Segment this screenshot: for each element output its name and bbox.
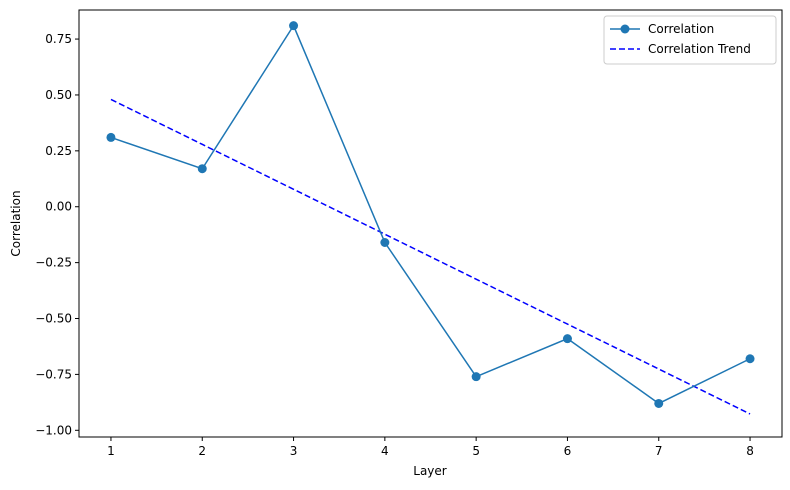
plot-area bbox=[79, 10, 782, 437]
x-tick-label: 1 bbox=[107, 444, 115, 458]
series-layer bbox=[106, 21, 755, 415]
y-tick-label: 0.25 bbox=[45, 144, 72, 158]
legend-box bbox=[603, 15, 777, 65]
data-point-correlation bbox=[471, 372, 481, 382]
data-point-correlation bbox=[745, 354, 755, 364]
x-tick-label: 3 bbox=[290, 444, 298, 458]
x-axis-label: Layer bbox=[413, 464, 447, 478]
y-tick-label: 0.75 bbox=[45, 32, 72, 46]
data-point-correlation bbox=[654, 398, 664, 408]
x-tick-label: 8 bbox=[746, 444, 754, 458]
y-tick-label: −1.00 bbox=[35, 423, 72, 437]
series-line-correlation-trend bbox=[110, 98, 751, 415]
legend-label-correlation: Correlation bbox=[648, 22, 714, 36]
x-axis-ticks: 1 2 3 4 5 6 7 8 bbox=[107, 437, 754, 458]
y-tick-label: 0.50 bbox=[45, 88, 72, 102]
legend-label-correlation-trend: Correlation Trend bbox=[648, 42, 751, 56]
y-axis-label: Correlation bbox=[9, 190, 23, 256]
y-tick-label: −0.50 bbox=[35, 312, 72, 326]
y-tick-label: −0.25 bbox=[35, 256, 72, 270]
plot-frame bbox=[78, 9, 783, 438]
series-line-correlation bbox=[110, 24, 751, 405]
x-tick-label: 7 bbox=[655, 444, 663, 458]
data-point-correlation bbox=[289, 21, 299, 31]
x-tick-label: 4 bbox=[381, 444, 389, 458]
legend: Correlation Correlation Trend bbox=[603, 15, 777, 65]
x-tick-label: 6 bbox=[564, 444, 572, 458]
x-tick-label: 5 bbox=[472, 444, 480, 458]
data-point-correlation bbox=[380, 238, 390, 248]
data-point-correlation bbox=[562, 334, 572, 344]
y-axis-ticks: 0.75 0.50 0.25 0.00 −0.25 −0.50 −0.75 −1.00 bbox=[35, 32, 79, 437]
data-point-correlation bbox=[106, 132, 116, 142]
y-tick-label: −0.75 bbox=[35, 367, 72, 381]
x-tick-label: 2 bbox=[198, 444, 206, 458]
legend-marker-correlation bbox=[620, 24, 630, 34]
y-tick-label: 0.00 bbox=[45, 200, 72, 214]
data-point-correlation bbox=[197, 164, 207, 174]
